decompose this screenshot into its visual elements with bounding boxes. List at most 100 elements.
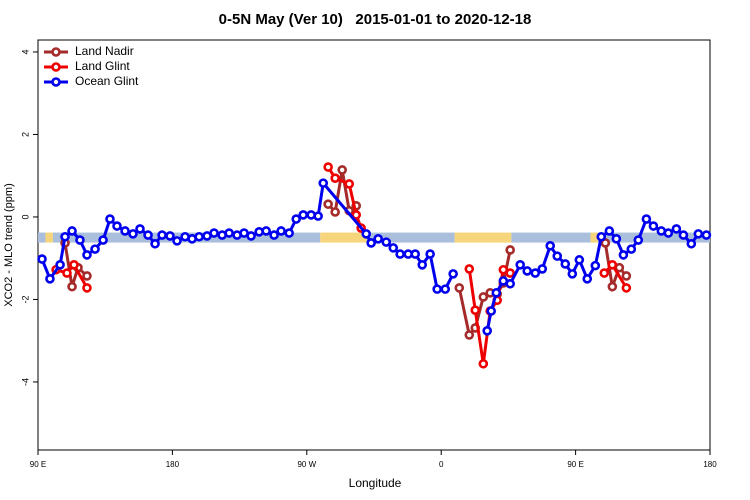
data-point bbox=[313, 211, 323, 221]
x-tick-label: 90 E bbox=[567, 460, 583, 469]
data-point bbox=[330, 173, 340, 183]
data-point bbox=[410, 249, 421, 259]
data-point bbox=[337, 165, 347, 175]
data-point bbox=[505, 268, 515, 278]
data-point bbox=[454, 283, 465, 293]
data-point bbox=[537, 264, 548, 274]
data-point bbox=[607, 281, 618, 292]
series-line bbox=[63, 169, 628, 339]
data-point bbox=[425, 249, 435, 259]
legend-marker bbox=[51, 47, 61, 57]
data-point bbox=[37, 254, 47, 264]
data-point bbox=[505, 278, 515, 289]
x-tick-label: 90 W bbox=[297, 460, 316, 469]
data-point bbox=[62, 268, 72, 278]
data-point bbox=[505, 245, 515, 255]
data-point bbox=[351, 210, 362, 220]
data-point bbox=[45, 274, 55, 284]
data-point bbox=[599, 268, 610, 278]
data-point bbox=[60, 231, 70, 242]
data-point bbox=[641, 214, 652, 224]
y-tick-label: 2 bbox=[20, 132, 30, 137]
data-point bbox=[482, 325, 492, 336]
y-axis-label: XCO2 - MLO trend (ppm) bbox=[3, 183, 15, 306]
data-point bbox=[276, 226, 286, 236]
data-point bbox=[486, 306, 497, 316]
data-point bbox=[618, 250, 629, 260]
data-point bbox=[98, 235, 108, 245]
data-point bbox=[552, 251, 563, 261]
surface-band-segment bbox=[366, 232, 455, 243]
data-point bbox=[105, 214, 115, 224]
data-point bbox=[373, 234, 383, 244]
data-point bbox=[464, 264, 475, 274]
data-point bbox=[432, 284, 442, 294]
data-point bbox=[633, 235, 644, 245]
data-point bbox=[246, 231, 256, 241]
data-point bbox=[600, 238, 611, 248]
data-point bbox=[291, 214, 301, 224]
data-point bbox=[567, 269, 578, 279]
data-point bbox=[330, 207, 340, 217]
legend-label: Land Glint bbox=[75, 59, 130, 73]
data-point bbox=[112, 221, 122, 231]
data-point bbox=[323, 199, 333, 209]
surface-band-segment bbox=[598, 232, 710, 243]
data-point bbox=[298, 210, 309, 220]
surface-band-segment bbox=[511, 232, 591, 243]
data-point bbox=[395, 249, 405, 259]
y-tick-label: 0 bbox=[20, 214, 30, 219]
data-point bbox=[284, 228, 294, 238]
data-point bbox=[701, 230, 712, 240]
data-point bbox=[69, 259, 79, 270]
legend-label: Land Nadir bbox=[75, 44, 134, 58]
data-point bbox=[545, 241, 556, 251]
data-point bbox=[515, 259, 525, 270]
data-point bbox=[90, 244, 100, 254]
data-point bbox=[478, 358, 489, 369]
data-point bbox=[269, 230, 279, 240]
data-point bbox=[120, 226, 130, 236]
data-point bbox=[366, 238, 376, 248]
data-point bbox=[648, 221, 659, 231]
data-point bbox=[671, 224, 682, 234]
x-tick-label: 180 bbox=[703, 460, 717, 469]
surface-band-segment bbox=[590, 232, 598, 243]
data-point bbox=[143, 230, 153, 240]
data-point bbox=[67, 281, 77, 292]
y-tick-label: 4 bbox=[20, 49, 30, 54]
data-point bbox=[560, 259, 571, 269]
data-point bbox=[678, 230, 689, 240]
data-point bbox=[440, 284, 451, 294]
data-point bbox=[693, 229, 704, 239]
data-point bbox=[388, 243, 399, 253]
data-point bbox=[470, 305, 481, 315]
data-point bbox=[626, 244, 637, 254]
surface-band-segment bbox=[38, 232, 46, 243]
legend-marker bbox=[51, 62, 61, 72]
data-point bbox=[621, 283, 632, 293]
data-point bbox=[150, 238, 160, 249]
data-point bbox=[261, 226, 271, 236]
x-tick-label: 0 bbox=[439, 460, 444, 469]
data-point bbox=[582, 274, 593, 284]
data-point bbox=[663, 228, 674, 238]
data-point bbox=[82, 250, 92, 260]
data-point bbox=[491, 288, 502, 298]
chart-title: 0-5N May (Ver 10) 2015-01-01 to 2020-12-… bbox=[219, 11, 532, 28]
data-point bbox=[172, 236, 182, 246]
data-point bbox=[82, 283, 92, 293]
data-point bbox=[611, 234, 622, 244]
data-point bbox=[157, 230, 167, 240]
x-tick-label: 180 bbox=[166, 460, 180, 469]
data-point bbox=[590, 260, 601, 271]
x-tick-label: 90 E bbox=[30, 460, 46, 469]
x-axis-label: Longitude bbox=[349, 476, 402, 490]
y-tick-label: -2 bbox=[20, 295, 30, 303]
data-point bbox=[55, 259, 65, 270]
data-point bbox=[596, 231, 607, 242]
data-point bbox=[478, 292, 489, 302]
data-point bbox=[522, 266, 533, 276]
data-point bbox=[530, 268, 541, 278]
